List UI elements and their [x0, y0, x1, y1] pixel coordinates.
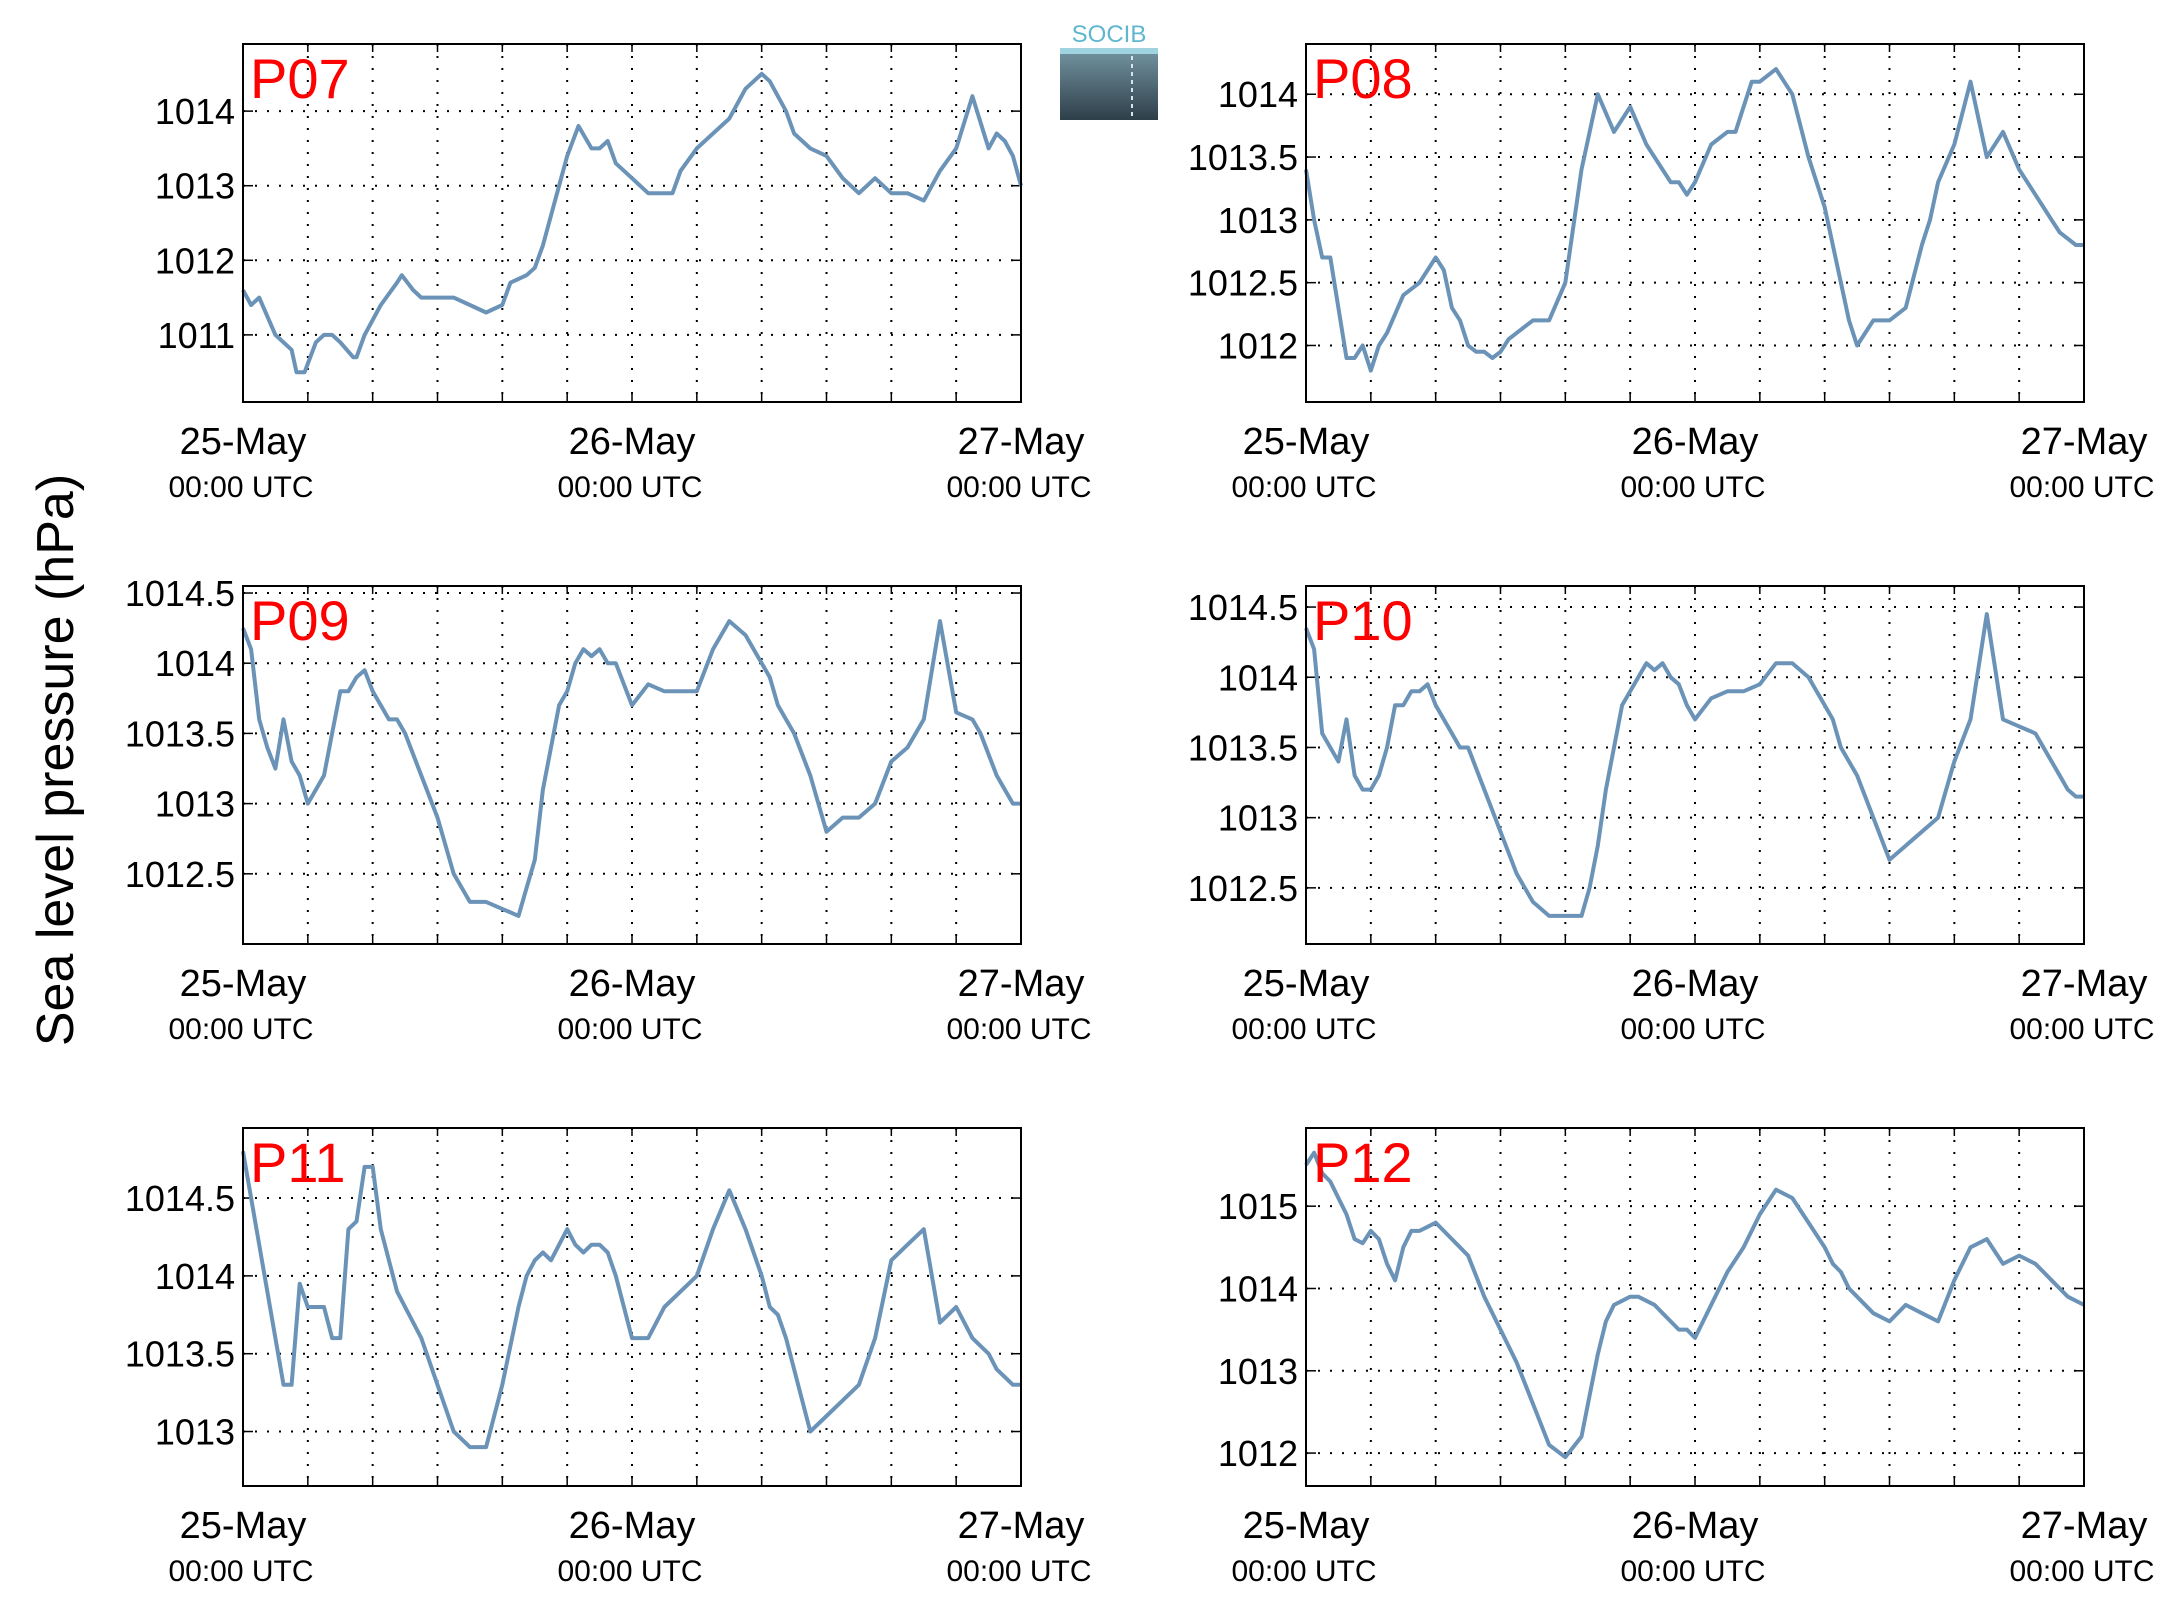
x-tick-sublabel: 00:00 UTC [168, 1555, 313, 1588]
x-tick-sublabel: 00:00 UTC [946, 1013, 1091, 1046]
x-tick-sublabel: 00:00 UTC [1620, 1013, 1765, 1046]
y-tick-label: 1012.5 [1188, 868, 1298, 909]
y-tick-label: 1013.5 [1188, 727, 1298, 768]
x-tick-sublabel: 00:00 UTC [1620, 1555, 1765, 1588]
x-tick-sublabel: 00:00 UTC [1620, 471, 1765, 504]
x-tick-label: 26-May [569, 421, 696, 463]
x-tick-sublabel: 00:00 UTC [557, 1555, 702, 1588]
x-tick-label: 25-May [1243, 421, 1370, 463]
series-line [241, 1150, 1021, 1450]
series-line [1304, 612, 2084, 918]
x-tick-label: 25-May [180, 421, 307, 463]
x-tick-label: 25-May [180, 1505, 307, 1547]
x-tick-label: 27-May [958, 1505, 1085, 1547]
x-tick-label: 25-May [1243, 963, 1370, 1005]
chart-panel-p10: 1012.5 1013 1013.5 1014 1014.5 25-May 00:00 UT… [1188, 585, 2155, 1046]
plot-frame [242, 43, 1022, 403]
y-tick-label: 1014.5 [1188, 587, 1298, 628]
plot-frame [242, 1127, 1022, 1487]
panel-title: P11 [250, 1131, 345, 1194]
x-tick-label: 25-May [180, 963, 307, 1005]
chart-panel-p08: 1012 1012.5 1013 1013.5 1014 25-May 00:00 UTC 2… [1188, 43, 2155, 504]
x-tick-label: 26-May [1632, 963, 1759, 1005]
plot-frame [242, 585, 1022, 945]
chart-panel-p12: 1012 1013 1014 1015 25-May 00:00 UTC 26-May 00:… [1218, 1127, 2155, 1588]
panel-title: P07 [250, 47, 350, 110]
y-tick-label: 1014 [1218, 74, 1298, 115]
x-tick-sublabel: 00:00 UTC [946, 1555, 1091, 1588]
y-tick-label: 1013 [155, 1412, 235, 1453]
y-tick-label: 1012.5 [1188, 263, 1298, 304]
series-line [1304, 1150, 2085, 1460]
plot-frame [1305, 1127, 2085, 1487]
y-tick-label: 1014 [1218, 1268, 1298, 1309]
plot-frame [1305, 585, 2085, 945]
chart-panel-p09: 1012.5 1013 1013.5 1014 1014.5 25-May 00:00 UT… [125, 573, 1092, 1046]
y-tick-label: 1014 [155, 91, 235, 132]
x-tick-sublabel: 00:00 UTC [557, 1013, 702, 1046]
x-tick-sublabel: 00:00 UTC [1231, 1013, 1376, 1046]
y-tick-label: 1013 [1218, 200, 1298, 241]
y-tick-label: 1012.5 [125, 854, 235, 895]
panel-title: P10 [1313, 589, 1413, 652]
y-tick-label: 1014 [155, 643, 235, 684]
panel-title: P08 [1313, 47, 1413, 110]
x-tick-sublabel: 00:00 UTC [557, 471, 702, 504]
x-tick-sublabel: 00:00 UTC [168, 471, 313, 504]
x-tick-sublabel: 00:00 UTC [2009, 1555, 2154, 1588]
y-tick-label: 1012 [1218, 325, 1298, 366]
x-tick-label: 27-May [2021, 963, 2148, 1005]
panel-title: P12 [1313, 1131, 1413, 1194]
y-tick-label: 1013.5 [1188, 137, 1298, 178]
y-tick-label: 1014 [155, 1256, 235, 1297]
y-tick-label: 1015 [1218, 1186, 1298, 1227]
y-tick-label: 1014.5 [125, 1178, 235, 1219]
series-line [241, 619, 1021, 918]
socib-logo: SOCIB [1060, 21, 1158, 120]
y-tick-label: 1013 [155, 784, 235, 825]
y-tick-label: 1012 [1218, 1433, 1298, 1474]
x-tick-sublabel: 00:00 UTC [1231, 1555, 1376, 1588]
x-tick-label: 27-May [958, 963, 1085, 1005]
x-tick-label: 26-May [1632, 1505, 1759, 1547]
x-tick-label: 25-May [1243, 1505, 1370, 1547]
x-tick-sublabel: 00:00 UTC [2009, 471, 2154, 504]
x-tick-sublabel: 00:00 UTC [946, 471, 1091, 504]
chart-panel-p11: 1013 1013.5 1014 1014.5 25-May 00:00 UTC 26-Ma… [125, 1127, 1092, 1588]
x-tick-label: 27-May [2021, 1505, 2148, 1547]
y-tick-label: 1013.5 [125, 1334, 235, 1375]
y-tick-label: 1012 [155, 240, 235, 281]
series-line [241, 71, 1023, 375]
y-tick-label: 1014 [1218, 657, 1298, 698]
x-tick-label: 26-May [1632, 421, 1759, 463]
x-tick-sublabel: 00:00 UTC [168, 1013, 313, 1046]
x-tick-label: 26-May [569, 1505, 696, 1547]
y-tick-label: 1013 [1218, 1351, 1298, 1392]
x-tick-label: 26-May [569, 963, 696, 1005]
series-line [1304, 67, 2084, 373]
x-tick-label: 27-May [2021, 421, 2148, 463]
x-tick-sublabel: 00:00 UTC [2009, 1013, 2154, 1046]
y-tick-label: 1011 [158, 315, 235, 356]
x-tick-sublabel: 00:00 UTC [1231, 471, 1376, 504]
x-tick-label: 27-May [958, 421, 1085, 463]
y-tick-label: 1013 [1218, 798, 1298, 839]
y-tick-label: 1013.5 [125, 713, 235, 754]
panel-title: P09 [250, 589, 350, 652]
chart-panel-p07: 1011 1012 1013 1014 25-May 00:00 UTC 26-May 00:… [155, 43, 1092, 504]
y-tick-label: 1013 [155, 166, 235, 207]
plot-frame [1305, 43, 2085, 403]
logo-text: SOCIB [1072, 21, 1147, 48]
y-tick-label: 1014.5 [125, 573, 235, 614]
